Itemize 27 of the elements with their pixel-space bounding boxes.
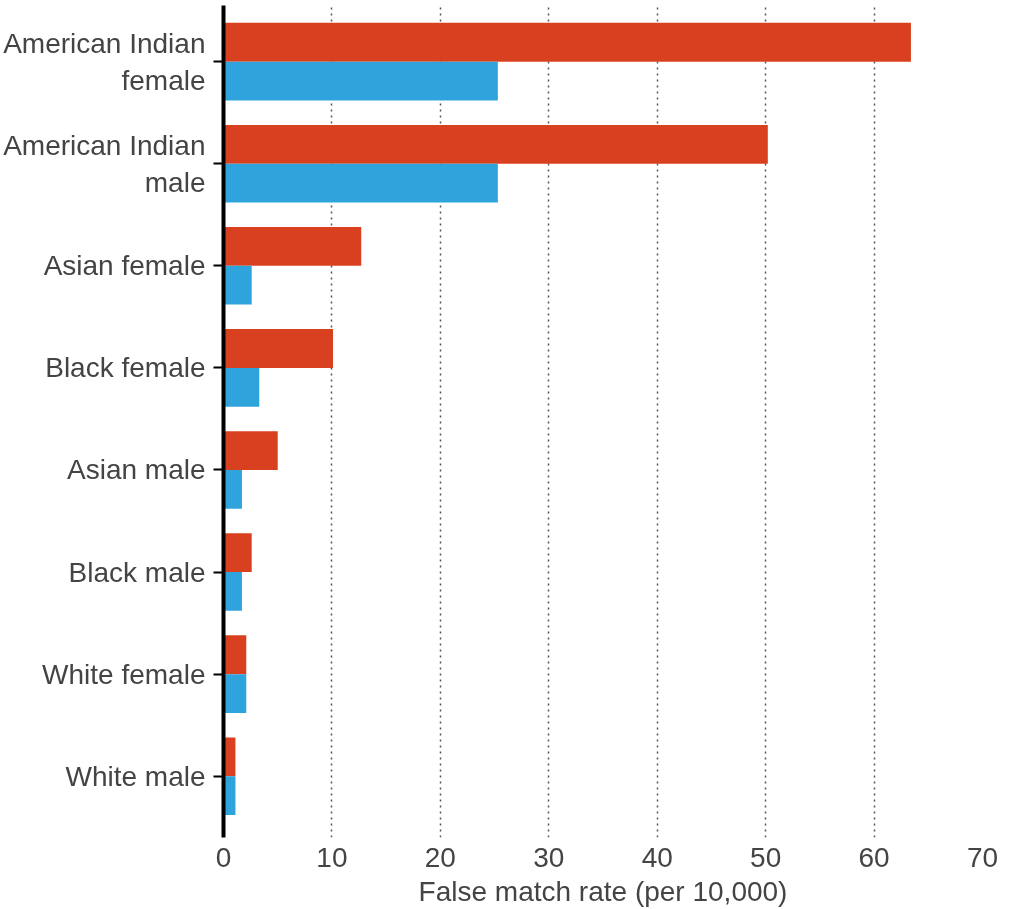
y-tick-label: American Indian female [3, 27, 206, 96]
x-tick-label: 70 [966, 841, 999, 873]
x-axis-title: False match rate (per 10,000) [418, 875, 788, 907]
x-tick-label: 30 [533, 841, 565, 873]
bar [223, 265, 252, 305]
x-tick-label: 0 [215, 841, 232, 873]
x-tick-label: 40 [641, 841, 673, 873]
y-tick-label: Black male [68, 556, 206, 588]
bar [223, 227, 362, 266]
bar [223, 533, 252, 573]
bar [223, 329, 334, 368]
y-tick-label: Asian male [66, 454, 206, 486]
bar [223, 431, 278, 470]
y-tick-label: Black female [45, 352, 206, 384]
y-tick-label: American Indian male [3, 129, 206, 198]
y-tick-label: White female [42, 658, 206, 690]
bar [223, 61, 498, 101]
x-tick-label: 10 [316, 841, 348, 873]
bar [223, 163, 498, 203]
x-tick-label: 20 [424, 841, 456, 873]
bar [223, 124, 768, 164]
bar [223, 367, 260, 407]
y-tick-label: Asian female [43, 250, 206, 282]
y-tick-label: White male [65, 760, 206, 792]
x-tick-label: 60 [858, 841, 890, 873]
x-tick-label: 50 [750, 841, 782, 873]
bar [223, 22, 911, 62]
